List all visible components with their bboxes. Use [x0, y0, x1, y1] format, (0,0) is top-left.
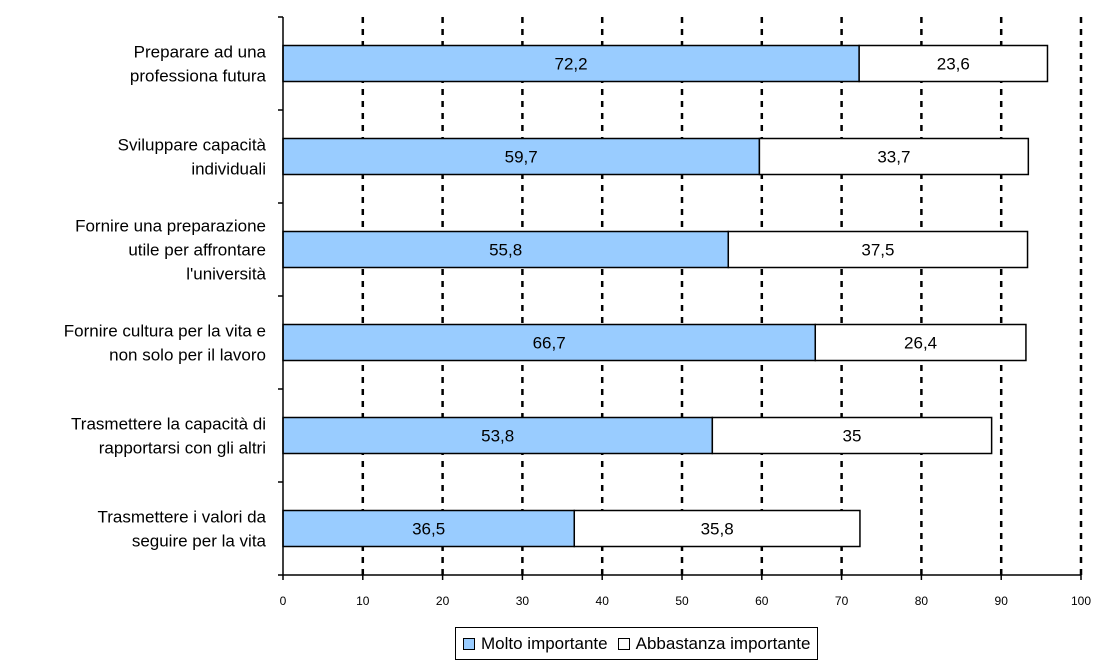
legend-swatch-molto: [463, 637, 475, 650]
legend-label-molto: Molto importante: [481, 633, 608, 653]
x-tick-label-80: 80: [915, 594, 929, 608]
bar-molto-2: [282, 230, 730, 269]
x-tick-label-0: 0: [280, 594, 287, 608]
x-tick-labels: 0 10 20 30 40 50 60 70 80 90 100: [280, 594, 1092, 608]
legend-item-molto: Molto importante: [463, 634, 608, 654]
bar-molto-1: [282, 137, 761, 176]
category-label-0: Preparare ad una professiona futura: [130, 43, 267, 86]
x-tick-label-70: 70: [835, 594, 849, 608]
category-label-line-4-1: rapportarsi con gli altri: [99, 439, 266, 458]
bars: 72,2 23,6 59,7 33,7 55,8 37,5 66,7 26,4 53,8 35 36…: [282, 44, 1049, 548]
bar-value-label-abbastanza-1: 33,7: [877, 148, 910, 167]
bar-abbastanza-1: [758, 137, 1030, 176]
bar-molto-3: [282, 323, 817, 362]
bar-value-label-molto-3: 66,7: [533, 334, 566, 353]
category-label-line-4-0: Trasmettere la capacità di: [71, 415, 266, 434]
bar-value-label-molto-2: 55,8: [489, 241, 522, 260]
bar-abbastanza-2: [727, 230, 1029, 269]
axes: [278, 16, 1082, 580]
category-label-line-3-1: non solo per il lavoro: [109, 346, 266, 365]
gridlines: [361, 17, 1083, 575]
legend-label-abbastanza: Abbastanza importante: [635, 633, 811, 653]
category-label-line-1-0: Sviluppare capacità: [118, 136, 267, 155]
bar-value-label-molto-1: 59,7: [505, 148, 538, 167]
bar-abbastanza-3: [814, 323, 1027, 362]
category-label-line-2-2: l'università: [186, 265, 266, 284]
bar-abbastanza-4: [711, 416, 993, 455]
x-tick-label-30: 30: [516, 594, 530, 608]
bar-value-label-abbastanza-5: 35,8: [701, 520, 734, 539]
category-label-3: Fornire cultura per la vita e non solo pe…: [64, 322, 266, 365]
x-tick-label-90: 90: [995, 594, 1009, 608]
category-label-line-0-1: professiona futura: [130, 67, 267, 86]
category-label-5: Trasmettere i valori da seguire per la vi…: [98, 508, 267, 551]
category-label-line-0-0: Preparare ad una: [134, 43, 267, 62]
legend-swatch-abbastanza: [617, 637, 630, 650]
chart: 72,2 23,6 59,7 33,7 55,8 37,5 66,7 26,4 53,8 35 36…: [64, 16, 1092, 608]
x-tick-label-100: 100: [1071, 594, 1091, 608]
bar-value-label-abbastanza-0: 23,6: [937, 55, 970, 74]
category-label-line-2-1: utile per affrontare: [128, 241, 266, 260]
legend: Molto importante Abbastanza importante: [455, 627, 819, 660]
x-tick-label-60: 60: [755, 594, 769, 608]
bar-value-label-molto-4: 53,8: [481, 427, 514, 446]
x-tick-label-50: 50: [675, 594, 689, 608]
category-label-line-1-1: individuali: [191, 160, 266, 179]
category-label-4: Trasmettere la capacità di rapportarsi co…: [71, 415, 266, 458]
bar-value-label-molto-5: 36,5: [412, 520, 445, 539]
bar-value-label-abbastanza-2: 37,5: [861, 241, 894, 260]
bar-molto-0: [282, 44, 860, 83]
x-tick-label-40: 40: [596, 594, 610, 608]
category-label-line-2-0: Fornire una preparazione: [75, 217, 266, 236]
bar-value-label-abbastanza-4: 35: [843, 427, 862, 446]
legend-item-abbastanza: Abbastanza importante: [617, 633, 811, 654]
category-label-1: Sviluppare capacità individuali: [118, 136, 267, 179]
bar-abbastanza-5: [573, 509, 861, 548]
category-label-line-5-1: seguire per la vita: [132, 532, 267, 551]
x-tick-label-10: 10: [356, 594, 370, 608]
bar-molto-5: [282, 509, 576, 548]
category-labels: Preparare ad una professiona futura Svilup…: [64, 43, 267, 551]
category-label-2: Fornire una preparazione utile per affron…: [75, 217, 266, 284]
x-tick-label-20: 20: [436, 594, 450, 608]
bar-value-label-molto-0: 72,2: [555, 55, 588, 74]
category-label-line-5-0: Trasmettere i valori da: [98, 508, 267, 527]
bar-value-label-abbastanza-3: 26,4: [904, 334, 937, 353]
category-label-line-3-0: Fornire cultura per la vita e: [64, 322, 266, 341]
bar-abbastanza-0: [858, 44, 1049, 83]
